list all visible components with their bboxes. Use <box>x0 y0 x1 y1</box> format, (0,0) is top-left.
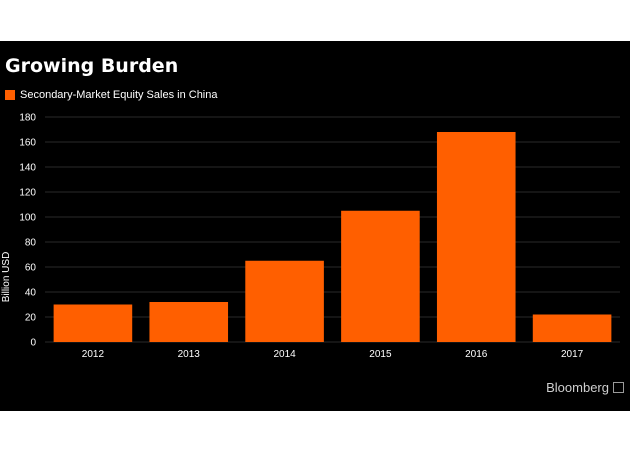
bar-2014 <box>245 260 324 342</box>
legend-swatch <box>5 90 15 100</box>
bar-chart: 0 20 40 60 80 100 120 140 160 180 2012 2013 2014 201… <box>1 113 620 360</box>
y-tick-label: 80 <box>25 238 37 249</box>
y-axis-label: Billion USD <box>1 252 12 303</box>
bar-2013 <box>149 302 229 342</box>
x-tick-label: 2017 <box>561 349 584 360</box>
legend-label: Secondary-Market Equity Sales in China <box>20 89 218 101</box>
x-tick-label: 2014 <box>273 349 296 360</box>
y-tick-label: 40 <box>25 288 37 299</box>
x-tick-label: 2015 <box>369 349 392 360</box>
y-tick-label: 180 <box>19 113 36 124</box>
x-tick-label: 2016 <box>465 349 488 360</box>
y-tick-label: 20 <box>25 313 37 324</box>
legend: Secondary-Market Equity Sales in China <box>5 89 217 101</box>
y-tick-label: 100 <box>19 213 36 224</box>
bar-2012 <box>53 304 133 342</box>
bar-2017 <box>532 314 612 342</box>
source-label: Bloomberg <box>546 380 609 395</box>
y-tick-label: 60 <box>25 263 37 274</box>
chart-title: Growing Burden <box>5 55 179 77</box>
y-tick-label: 160 <box>19 138 36 149</box>
y-tick-label: 120 <box>19 188 36 199</box>
y-tick-label: 140 <box>19 163 36 174</box>
bar-2016 <box>436 132 516 342</box>
bloomberg-logo: Bloomberg <box>546 380 624 395</box>
bar-2015 <box>341 210 420 342</box>
chart-panel: Growing Burden Secondary-Market Equity S… <box>0 41 630 411</box>
x-tick-label: 2012 <box>82 349 105 360</box>
y-tick-label: 0 <box>30 338 36 349</box>
x-tick-label: 2013 <box>178 349 201 360</box>
logo-mark-icon <box>613 382 624 393</box>
